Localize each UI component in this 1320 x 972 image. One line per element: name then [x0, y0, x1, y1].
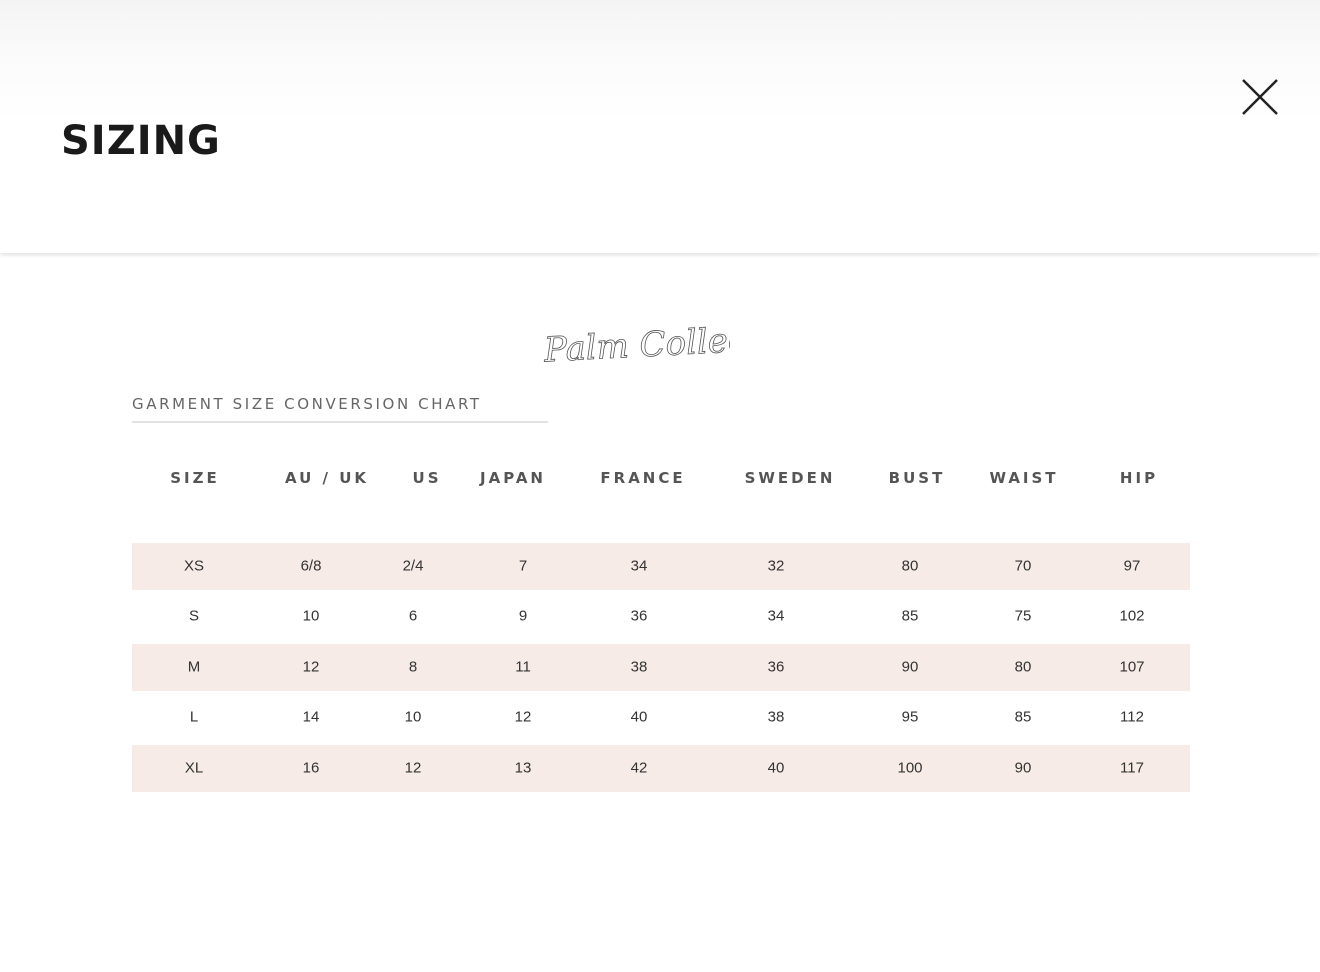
table-cell: 36	[630, 607, 648, 625]
table-cell: 32	[767, 557, 785, 575]
table-cell: XL	[184, 759, 204, 777]
table-row-band	[132, 644, 1190, 691]
column-header: SWEDEN	[744, 469, 836, 487]
column-header: SIZE	[170, 469, 220, 487]
modal-header: SIZING	[0, 0, 1320, 253]
table-cell: 107	[1119, 658, 1145, 676]
table-cell: 7	[518, 557, 528, 575]
table-row-band	[132, 543, 1190, 590]
modal-title: SIZING	[61, 118, 221, 164]
table-cell: 117	[1120, 759, 1144, 777]
table-cell: 12	[514, 708, 532, 726]
table-row-band	[132, 745, 1190, 792]
table-cell: 40	[767, 759, 785, 777]
table-cell: 40	[630, 708, 648, 726]
table-cell: S	[188, 607, 200, 625]
table-cell: 34	[630, 557, 648, 575]
table-cell: 12	[302, 658, 320, 676]
table-cell: 95	[901, 708, 919, 726]
table-cell: 36	[767, 658, 785, 676]
table-cell: 90	[1014, 759, 1032, 777]
table-cell: 6/8	[300, 557, 322, 575]
column-header: AU / UK	[284, 469, 370, 487]
table-cell: M	[187, 658, 201, 676]
table-cell: 12	[404, 759, 422, 777]
table-cell: 10	[404, 708, 422, 726]
chart-title: GARMENT SIZE CONVERSION CHART	[132, 395, 482, 413]
table-cell: L	[189, 708, 199, 726]
table-cell: 38	[630, 658, 648, 676]
table-cell: 42	[630, 759, 648, 777]
svg-text:Palm Collective: Palm Collective	[542, 317, 730, 371]
divider	[132, 421, 548, 423]
table-cell: 80	[901, 557, 919, 575]
table-cell: 6	[408, 607, 418, 625]
table-cell: XS	[183, 557, 205, 575]
table-cell: 102	[1119, 607, 1145, 625]
table-cell: 9	[518, 607, 528, 625]
table-cell: 112	[1120, 708, 1144, 726]
column-header: US	[412, 469, 442, 487]
column-header: HIP	[1119, 469, 1159, 487]
column-header: WAIST	[989, 469, 1059, 487]
table-cell: 90	[901, 658, 919, 676]
table-cell: 8	[408, 658, 418, 676]
column-header: BUST	[888, 469, 946, 487]
table-cell: 34	[767, 607, 785, 625]
column-header: FRANCE	[600, 469, 686, 487]
brand-logo: Palm Collective	[540, 305, 812, 385]
table-cell: 11	[515, 658, 531, 676]
table-cell: 38	[767, 708, 785, 726]
table-cell: 100	[897, 759, 923, 777]
column-header: JAPAN	[480, 469, 546, 487]
table-cell: 16	[302, 759, 320, 777]
table-cell: 13	[514, 759, 532, 777]
close-icon[interactable]	[1238, 75, 1282, 119]
table-cell: 10	[302, 607, 320, 625]
table-cell: 80	[1014, 658, 1032, 676]
table-cell: 75	[1014, 607, 1032, 625]
table-cell: 85	[901, 607, 919, 625]
table-cell: 85	[1014, 708, 1032, 726]
table-cell: 70	[1014, 557, 1032, 575]
table-cell: 14	[302, 708, 320, 726]
table-cell: 2/4	[402, 557, 424, 575]
table-cell: 97	[1123, 557, 1141, 575]
